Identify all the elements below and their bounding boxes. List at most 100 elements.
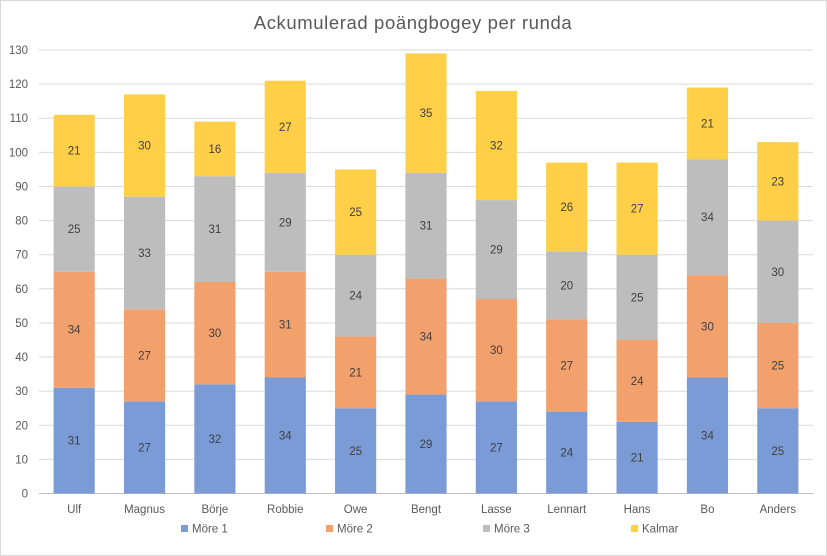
bar-segment-3-magnus	[123, 196, 166, 310]
chart-title: Ackumulerad poängbogey per runda	[254, 12, 573, 33]
bar-segment-2-lasse	[475, 299, 517, 402]
x-tick-label-bo: Bo	[700, 504, 714, 516]
y-tick-label-50: 50	[15, 318, 28, 330]
data-label-4-magnus: 30	[138, 141, 151, 153]
data-label-3-bo: 34	[701, 212, 714, 224]
x-tick-label-anders: Anders	[760, 504, 797, 516]
bar-segment-1-magnus	[123, 401, 166, 494]
bar-segment-1-owe	[335, 408, 377, 494]
data-label-2-magnus: 27	[138, 350, 151, 362]
bar-group-ulf: 31 34 25 21	[53, 114, 95, 494]
data-label-3-bengt: 31	[420, 221, 433, 233]
data-label-4-lasse: 32	[490, 141, 503, 153]
y-tick-label-60: 60	[15, 284, 28, 296]
bar-segment-4-ulf	[53, 114, 95, 187]
data-label-1-b-rje: 32	[209, 434, 222, 446]
bar-segment-1-ulf	[53, 387, 95, 494]
data-label-2-lasse: 30	[490, 345, 503, 357]
data-label-1-anders: 25	[771, 446, 784, 458]
bar-segment-3-anders	[757, 220, 799, 323]
data-label-3-lasse: 29	[490, 245, 503, 257]
x-tick-label-bengt: Bengt	[411, 504, 442, 516]
data-label-1-hans: 21	[631, 453, 644, 465]
data-label-1-magnus: 27	[138, 442, 151, 454]
data-label-2-anders: 25	[771, 361, 784, 373]
x-tick-label-lennart: Lennart	[547, 504, 587, 516]
bar-group-hans: 21 24 25 27	[616, 162, 658, 494]
x-tick-label-ulf: Ulf	[67, 504, 82, 516]
bar-segment-2-bengt	[405, 278, 447, 395]
bar-segment-1-lasse	[475, 401, 517, 494]
bar-segment-1-robbie	[264, 377, 306, 494]
data-label-2-bengt: 34	[420, 332, 433, 344]
x-axis: Ulf Magnus Börje Robbie Owe Bengt Lasse Lennart…	[67, 504, 796, 516]
bar-group-lasse: 27 30 29 32	[475, 90, 517, 494]
y-tick-label-0: 0	[22, 489, 28, 501]
y-tick-label-70: 70	[15, 250, 28, 262]
bar-group-anders: 25 25 30 23	[757, 142, 799, 494]
bar-segment-4-owe	[335, 169, 377, 255]
data-label-2-b-rje: 30	[209, 328, 222, 340]
bar-segment-2-ulf	[53, 271, 95, 388]
data-label-1-bengt: 29	[420, 439, 433, 451]
bar-group-b-rje: 32 30 31 16	[194, 121, 236, 494]
data-label-3-anders: 30	[771, 267, 784, 279]
data-label-4-b-rje: 16	[209, 144, 222, 156]
data-label-4-owe: 25	[349, 207, 362, 219]
bar-segment-4-robbie	[264, 80, 306, 173]
bar-segment-3-lasse	[475, 200, 517, 300]
bar-segment-3-ulf	[53, 186, 95, 272]
legend-label-3: Möre 3	[494, 524, 530, 536]
bar-segment-2-owe	[335, 336, 377, 409]
bar-segment-4-b-rje	[194, 121, 236, 177]
data-label-4-anders: 23	[771, 176, 784, 188]
bar-segment-1-hans	[616, 421, 658, 494]
data-label-3-lennart: 20	[560, 280, 573, 292]
data-label-3-robbie: 29	[279, 217, 292, 229]
data-label-2-owe: 21	[349, 367, 362, 379]
bar-segment-2-b-rje	[194, 281, 236, 385]
y-tick-label-130: 130	[9, 45, 28, 57]
data-label-3-b-rje: 31	[209, 224, 222, 236]
bar-segment-2-anders	[757, 322, 799, 409]
bar-segment-2-bo	[686, 275, 729, 378]
data-label-3-ulf: 25	[68, 224, 81, 236]
data-label-4-ulf: 21	[68, 146, 81, 158]
bar-segment-1-b-rje	[194, 384, 236, 494]
data-label-2-hans: 24	[631, 376, 644, 388]
data-label-2-lennart: 27	[560, 361, 573, 373]
x-tick-label-b-rje: Börje	[201, 504, 228, 516]
y-tick-label-100: 100	[9, 147, 28, 159]
y-tick-label-30: 30	[15, 386, 28, 398]
legend: Möre 1 Möre 2 Möre 3 Kalmar	[181, 524, 679, 536]
data-label-4-bengt: 35	[420, 108, 433, 120]
data-label-2-bo: 30	[701, 321, 714, 333]
data-label-4-bo: 21	[701, 118, 714, 130]
data-label-4-lennart: 26	[560, 202, 573, 214]
data-label-3-owe: 24	[349, 291, 362, 303]
y-axis: 0 10 20 30 40 50 60 70 80 90 100 110 120 130	[9, 45, 28, 501]
y-tick-label-80: 80	[15, 216, 28, 228]
bar-segment-3-robbie	[264, 172, 306, 272]
legend-label-1: Möre 1	[192, 524, 228, 536]
y-tick-label-120: 120	[9, 79, 28, 91]
data-label-3-magnus: 33	[138, 248, 151, 260]
bar-segment-3-bo	[686, 159, 729, 276]
bar-segment-3-hans	[616, 254, 658, 340]
x-tick-label-owe: Owe	[344, 504, 368, 516]
legend-label-4: Kalmar	[642, 524, 679, 536]
bar-segment-2-magnus	[123, 309, 166, 402]
data-label-1-robbie: 34	[279, 431, 292, 443]
bars: 31 34 25 21 27 27 33 30 32 30 31 16 34 31 29 27 25 21 24 25…	[53, 53, 799, 494]
bar-segment-4-lennart	[546, 162, 588, 252]
bar-segment-3-b-rje	[194, 176, 236, 282]
data-label-1-lennart: 24	[560, 448, 573, 460]
data-label-4-robbie: 27	[279, 122, 292, 134]
bar-segment-3-owe	[335, 254, 377, 337]
data-label-1-ulf: 31	[68, 436, 81, 448]
bar-segment-1-anders	[757, 408, 799, 494]
bar-segment-2-lennart	[546, 319, 588, 412]
bar-segment-4-hans	[616, 162, 658, 255]
data-label-2-robbie: 31	[279, 320, 292, 332]
data-label-2-ulf: 34	[68, 325, 81, 337]
